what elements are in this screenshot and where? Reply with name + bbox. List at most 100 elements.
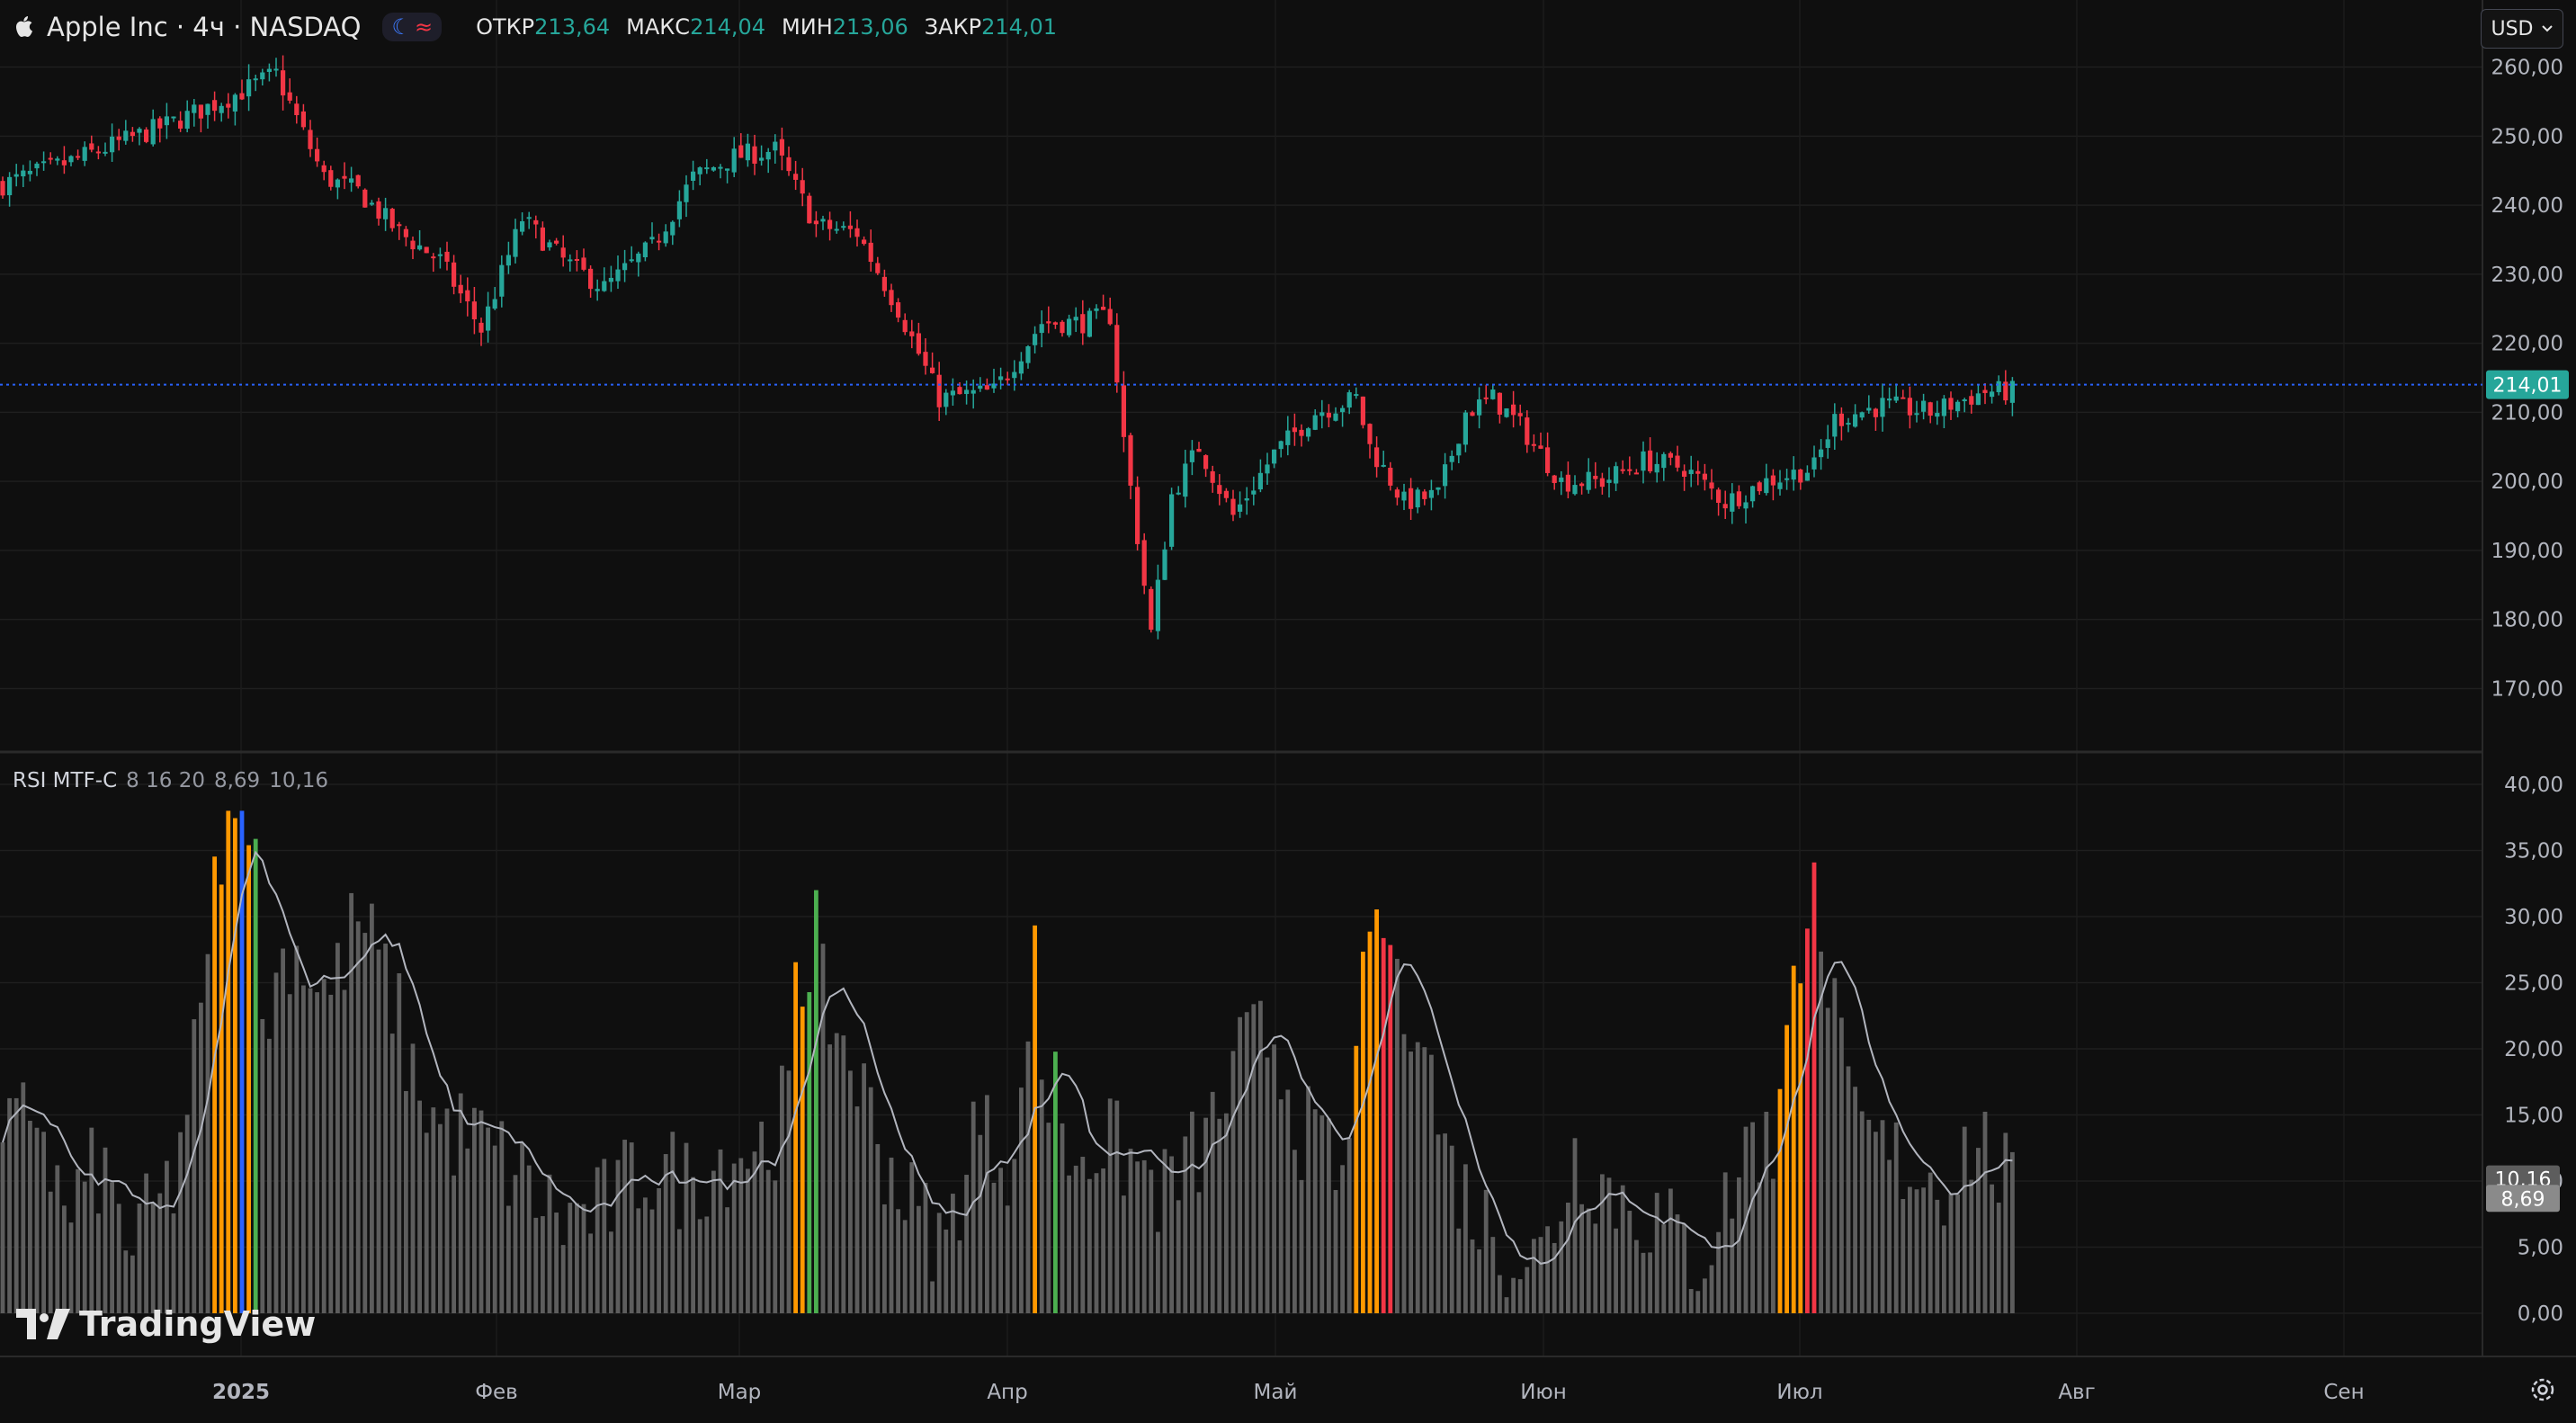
indicator-legend[interactable]: RSI MTF-C 8 16 20 8,69 10,16 xyxy=(13,769,328,792)
candle-body xyxy=(978,385,983,389)
rsi-bar xyxy=(1703,1278,1707,1313)
rsi-bar xyxy=(1525,1266,1530,1313)
candle-body xyxy=(1893,396,1899,401)
candle-body xyxy=(1012,371,1017,379)
rsi-bar xyxy=(13,1097,19,1313)
rsi-bar xyxy=(1060,1123,1065,1313)
candle-body xyxy=(417,245,423,250)
gear-icon[interactable] xyxy=(2527,1374,2558,1405)
rsi-bar xyxy=(144,1173,148,1313)
currency-selector[interactable]: USD xyxy=(2481,9,2563,49)
candle-body xyxy=(397,224,402,227)
rsi-bar xyxy=(321,979,326,1313)
tradingview-logo-text: TradingView xyxy=(79,1304,317,1344)
rsi-bar xyxy=(991,1182,997,1313)
rsi-bar xyxy=(1825,1007,1830,1313)
candle-body xyxy=(1409,488,1414,509)
ohlc-low: МИН213,06 xyxy=(782,14,908,40)
ohlc-open: ОТКР213,64 xyxy=(476,14,611,40)
candle-body xyxy=(1087,310,1092,337)
candle-body xyxy=(1033,334,1038,345)
rsi-bar xyxy=(431,1107,436,1313)
candle-body xyxy=(178,121,183,129)
candle-body xyxy=(765,151,771,160)
candle-body xyxy=(287,92,292,101)
candle-body xyxy=(902,319,908,333)
rsi-bar xyxy=(1230,1051,1236,1313)
candle-body xyxy=(1750,486,1756,502)
rsi-bar xyxy=(1853,1087,1857,1313)
candle-body xyxy=(1018,361,1024,374)
rsi-bar xyxy=(1552,1242,1557,1313)
rsi-bar xyxy=(1600,1174,1605,1313)
candle-body xyxy=(1319,412,1325,416)
candle-body xyxy=(1648,450,1653,471)
candle-body xyxy=(1257,472,1263,490)
candle-body xyxy=(1586,471,1591,490)
candle-body xyxy=(752,146,757,164)
rsi-bar xyxy=(0,1142,5,1313)
candle-body xyxy=(1230,498,1236,515)
time-axis-ticks[interactable]: 2025 Фев Мар Апр Май Июн Июл Авг Сен xyxy=(212,1381,2365,1404)
rsi-bar xyxy=(28,1121,32,1313)
candle-body xyxy=(281,70,286,96)
candle-body xyxy=(1422,491,1427,499)
rsi-bar xyxy=(909,1162,915,1313)
candle-body xyxy=(349,178,354,183)
rsi-bar xyxy=(287,994,292,1313)
candle-body xyxy=(820,219,826,222)
price-axis-ticks[interactable]: 260,00 250,00 240,00 230,00 220,00 210,00 200,… xyxy=(2491,57,2563,702)
candle-body xyxy=(315,148,320,162)
rsi-bar xyxy=(1722,1172,1728,1313)
rsi-bar xyxy=(1675,1214,1680,1313)
rsi-bar xyxy=(560,1245,566,1313)
rsi-bar xyxy=(896,1209,900,1313)
rsi-bar xyxy=(370,903,374,1313)
rsi-bar xyxy=(342,989,347,1313)
rsi-bar xyxy=(1067,1175,1071,1313)
candle-body xyxy=(745,143,750,161)
candle-body xyxy=(499,264,505,297)
candle-body xyxy=(533,219,539,225)
vertical-grid-lines xyxy=(240,0,2345,1356)
candle-body xyxy=(273,68,279,71)
candle-body xyxy=(1176,492,1181,495)
candle-body xyxy=(1682,470,1687,478)
rsi-bar xyxy=(452,1175,456,1313)
candle-body xyxy=(1825,439,1830,448)
rsi-bar xyxy=(985,1095,989,1313)
candle-body xyxy=(1251,490,1257,495)
rsi-bar xyxy=(526,1165,532,1313)
symbol-title[interactable]: Apple Inc · 4ч · NASDAQ xyxy=(47,12,362,42)
candle-body xyxy=(779,139,784,156)
candle-body xyxy=(1046,321,1051,324)
candle-body xyxy=(1244,497,1249,501)
rsi-bar xyxy=(34,1127,40,1313)
rsi-bar xyxy=(1654,1193,1659,1313)
candle-body xyxy=(1880,398,1885,417)
tradingview-logo[interactable]: TradingView xyxy=(16,1304,316,1344)
rsi-bar xyxy=(1135,1161,1140,1313)
rsi-bar xyxy=(1634,1240,1639,1313)
rsi-bar xyxy=(663,1154,668,1313)
rsi-bar xyxy=(1880,1120,1885,1313)
last-price-tag-label: 214,01 xyxy=(2493,375,2563,398)
market-mode-badge[interactable]: ☾ ≈ xyxy=(382,13,443,41)
candle-body xyxy=(1025,346,1031,363)
candle-body xyxy=(61,160,67,166)
price-tick-label: 220,00 xyxy=(2491,333,2563,356)
candle-body xyxy=(1811,457,1817,470)
rsi-bar xyxy=(1962,1126,1967,1313)
candle-body xyxy=(479,322,484,333)
rsi-bar xyxy=(239,810,245,1313)
candle-body xyxy=(731,148,737,173)
rsi-bar xyxy=(55,1165,60,1313)
price-tick-label: 170,00 xyxy=(2491,677,2563,701)
rsi-bar xyxy=(184,1114,190,1313)
candle-body xyxy=(1169,494,1175,547)
candle-body xyxy=(1709,482,1714,489)
rsi-axis-ticks[interactable]: 40,0035,0030,0025,0020,0015,0010,005,000… xyxy=(2504,774,2563,1326)
price-tick-label: 250,00 xyxy=(2491,125,2563,148)
rsi-bar xyxy=(875,1143,881,1313)
